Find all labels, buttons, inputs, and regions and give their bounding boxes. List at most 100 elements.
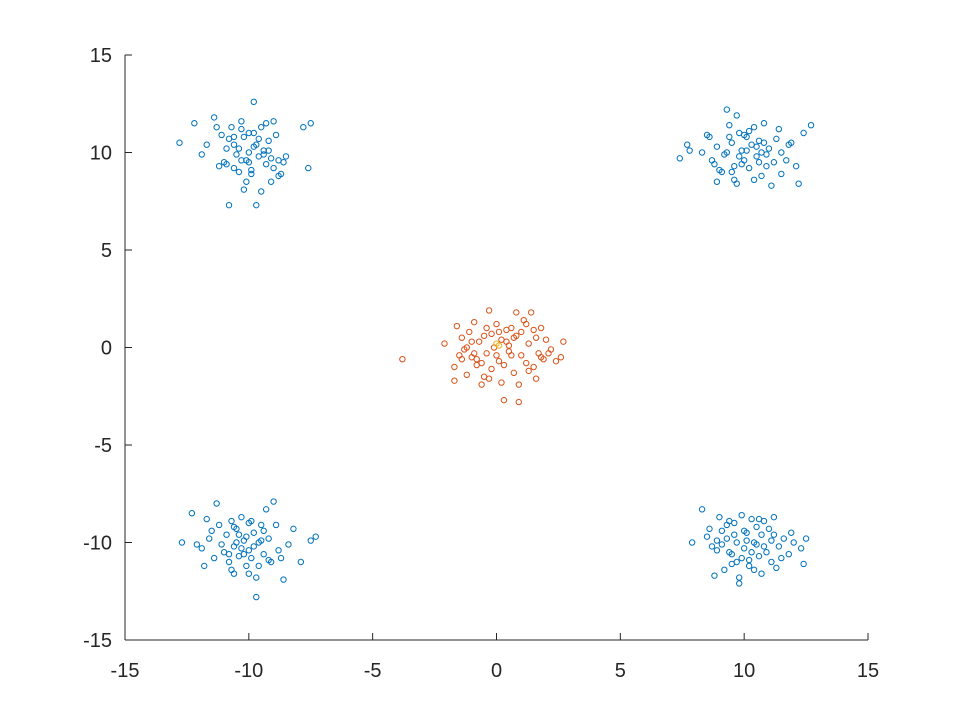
y-tick-label: 0 (101, 338, 112, 360)
data-point (500, 361, 508, 369)
data-point (745, 164, 753, 172)
data-point (238, 545, 245, 552)
data-point (223, 161, 230, 168)
data-point (228, 123, 235, 131)
data-point (262, 506, 270, 513)
data-point (743, 147, 750, 154)
data-point (280, 159, 287, 166)
data-point (552, 357, 560, 365)
data-point (525, 367, 532, 375)
data-point (270, 498, 277, 505)
data-point (755, 515, 763, 523)
data-point (716, 513, 723, 521)
data-point (713, 537, 721, 544)
data-point (802, 535, 810, 542)
data-point (788, 529, 795, 536)
data-point (723, 149, 731, 156)
data-point (245, 547, 253, 554)
data-point (228, 517, 235, 525)
data-point (253, 593, 260, 601)
data-point (453, 322, 461, 330)
data-point (795, 180, 802, 187)
data-point (260, 151, 267, 158)
data-point (768, 558, 775, 566)
data-point (711, 161, 718, 168)
x-tick-label: 15 (857, 660, 879, 682)
x-tick-label: 0 (491, 660, 502, 682)
data-point (285, 541, 292, 548)
data-point (773, 564, 780, 572)
data-point (745, 562, 753, 570)
data-point (750, 123, 758, 131)
data-point (243, 562, 250, 570)
data-point (233, 539, 240, 546)
data-point (265, 137, 272, 145)
y-tick-label: -15 (83, 630, 112, 652)
data-point (441, 340, 448, 347)
data-point (275, 172, 282, 180)
data-point (760, 120, 768, 127)
data-point (225, 201, 233, 209)
data-point (800, 560, 807, 568)
data-point (188, 510, 196, 517)
data-point (178, 539, 186, 546)
data-point (267, 155, 275, 162)
data-point (530, 326, 537, 334)
data-point (473, 356, 480, 363)
data-point (731, 519, 738, 527)
y-axis-ticks: 15 10 5 0 -5 -10 -15 (83, 45, 132, 652)
data-point (743, 537, 750, 544)
data-point (753, 523, 760, 531)
data-point (755, 159, 763, 166)
data-point (215, 162, 223, 170)
data-point (537, 324, 545, 332)
x-axis-ticks: -15 -10 -5 0 5 10 15 (111, 633, 879, 682)
data-point (253, 201, 260, 209)
data-point (530, 363, 537, 371)
data-point (686, 147, 693, 154)
data-point (783, 157, 790, 164)
data-point (228, 566, 235, 573)
data-point (698, 149, 706, 156)
data-point (523, 359, 530, 367)
data-point (238, 118, 245, 125)
data-point (770, 513, 778, 521)
data-point (676, 155, 683, 162)
data-point (198, 151, 205, 158)
data-point (488, 330, 495, 338)
series-2 (493, 340, 503, 349)
data-point (458, 334, 466, 341)
data-point (728, 139, 735, 146)
y-tick-label: -10 (83, 533, 112, 555)
x-tick-label: 5 (615, 660, 626, 682)
data-point (726, 122, 733, 129)
data-point (745, 127, 753, 135)
data-point (201, 562, 208, 570)
data-point (238, 157, 245, 164)
data-point (208, 527, 215, 534)
data-point (213, 123, 220, 131)
data-point (198, 545, 205, 552)
data-point (250, 143, 257, 150)
data-point (203, 515, 210, 523)
data-point (733, 112, 740, 119)
x-tick-label: -10 (234, 660, 263, 682)
data-point (488, 365, 495, 373)
data-point (485, 375, 493, 382)
data-point (797, 545, 805, 552)
data-point (765, 525, 773, 533)
data-point (176, 139, 183, 146)
data-point (684, 141, 691, 148)
data-point (790, 539, 797, 546)
data-point (518, 328, 525, 336)
data-point (753, 153, 760, 160)
data-point (723, 521, 731, 529)
data-point (750, 176, 758, 184)
data-point (493, 352, 500, 359)
data-point (748, 515, 755, 523)
data-point (758, 172, 765, 180)
data-point (248, 170, 255, 178)
data-point (740, 131, 748, 139)
data-point (272, 521, 280, 529)
